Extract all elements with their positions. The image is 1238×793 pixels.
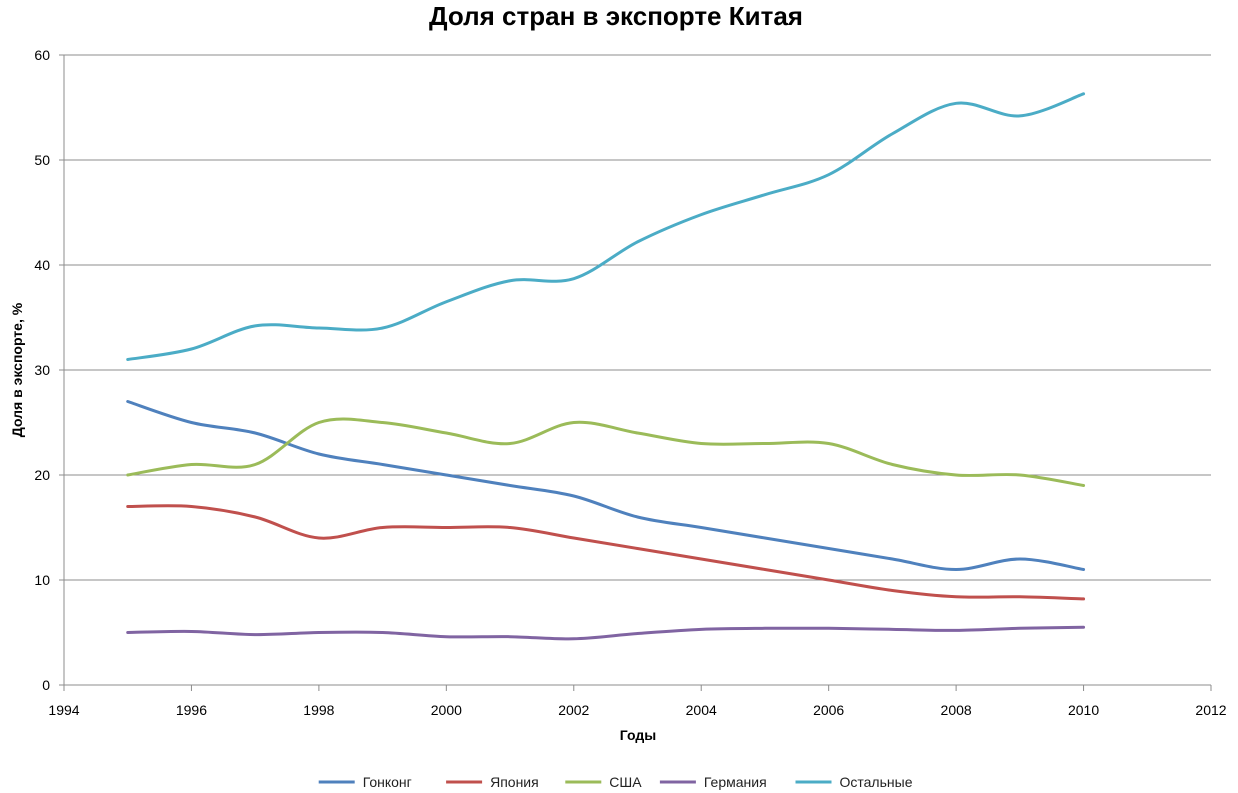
legend-label: США <box>609 774 642 790</box>
gridlines <box>64 54 1211 581</box>
y-tick-label: 0 <box>42 677 50 693</box>
legend: Гонконг Япония США Германия Остальные <box>318 774 913 790</box>
legend-item: Япония <box>446 774 539 790</box>
x-tick-label: 1998 <box>303 702 334 718</box>
chart-title: Доля стран в экспорте Китая <box>429 1 803 31</box>
x-tick-label: 2004 <box>686 702 717 718</box>
legend-label: Гонконг <box>363 774 412 790</box>
x-tick-label: 2002 <box>558 702 589 718</box>
x-tick-label: 2000 <box>431 702 462 718</box>
series-line-5 <box>126 92 1086 361</box>
legend-item: США <box>565 774 642 790</box>
x-tick-label: 1996 <box>176 702 207 718</box>
x-tick-label: 1994 <box>48 702 79 718</box>
legend-label: Германия <box>704 774 767 790</box>
x-axis-label: Годы <box>620 727 656 743</box>
legend-label: Остальные <box>840 774 913 790</box>
series-line-3 <box>126 417 1086 487</box>
x-tick-label: 2012 <box>1195 702 1226 718</box>
y-tick-label: 50 <box>34 152 50 168</box>
legend-label: Япония <box>490 774 539 790</box>
series-line-2 <box>126 504 1086 601</box>
x-tick-label: 2006 <box>813 702 844 718</box>
y-axis-ticks: 0 10 20 30 40 50 60 <box>34 47 64 693</box>
y-tick-label: 20 <box>34 467 50 483</box>
x-axis-ticks: 1994 1996 1998 2000 2002 2004 2006 2008 2010 2012 <box>48 685 1227 718</box>
legend-item: Гонконг <box>318 774 412 790</box>
y-axis-label: Доля в экспорте, % <box>9 302 25 437</box>
legend-item: Остальные <box>795 774 913 790</box>
y-tick-label: 40 <box>34 257 50 273</box>
x-tick-label: 2008 <box>941 702 972 718</box>
y-tick-label: 30 <box>34 362 50 378</box>
series-line-4 <box>126 625 1086 641</box>
y-tick-label: 10 <box>34 572 50 588</box>
y-tick-label: 60 <box>34 47 50 63</box>
series-lines <box>126 92 1086 641</box>
legend-item: Германия <box>659 774 767 790</box>
x-tick-label: 2010 <box>1068 702 1099 718</box>
